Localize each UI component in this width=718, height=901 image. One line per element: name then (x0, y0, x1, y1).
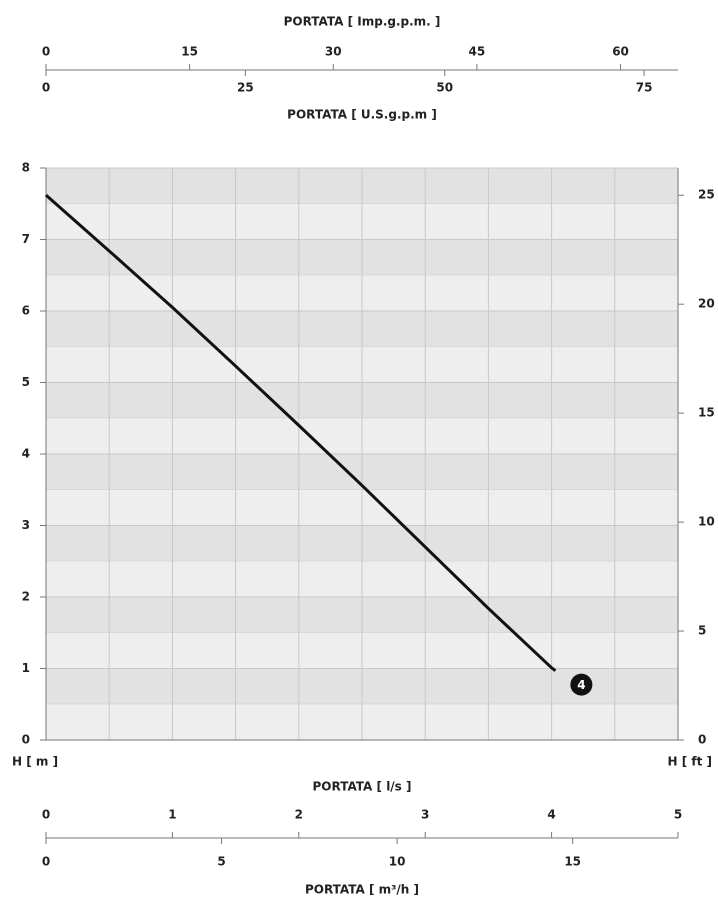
x-tick-label: 25 (237, 81, 254, 95)
y-tick-label: 7 (22, 232, 30, 246)
x-tick-label: 15 (181, 45, 198, 59)
top-axis-title: PORTATA [ Imp.g.p.m. ] (284, 15, 441, 29)
x-tick-label: 0 (42, 855, 50, 869)
x-tick-label: 4 (547, 808, 555, 822)
y-tick-label: 1 (22, 661, 30, 675)
x-tick-label: 5 (674, 808, 682, 822)
x-tick-label: 75 (636, 81, 653, 95)
y-tick-label: 3 (22, 518, 30, 532)
y-tick-label: 2 (22, 590, 30, 604)
x-axis-title: PORTATA [ l/s ] (313, 780, 412, 794)
x-tick-label: 0 (42, 81, 50, 95)
x-tick-label: 0 (42, 808, 50, 822)
y2-axis-title: H [ ft ] (667, 755, 712, 769)
y-tick-label: 6 (22, 304, 30, 318)
curve (45, 194, 557, 672)
x-tick-label: 60 (612, 45, 629, 59)
x-tick-label: 50 (436, 81, 453, 95)
y-tick-label: 8 (22, 161, 30, 175)
y-tick-label: 4 (22, 447, 30, 461)
x-tick-label: 0 (42, 45, 50, 59)
y2-tick-label: 15 (698, 406, 715, 420)
x-tick-label: 30 (325, 45, 342, 59)
x-tick-label: 45 (469, 45, 486, 59)
x-tick-label: 15 (564, 855, 581, 869)
curve-label: 4 (577, 678, 585, 692)
x-tick-label: 10 (389, 855, 406, 869)
y2-tick-label: 20 (698, 297, 715, 311)
y2-tick-label: 5 (698, 624, 706, 638)
y2-tick-label: 10 (698, 515, 715, 529)
curve-badge (570, 673, 593, 696)
top-axis-title: PORTATA [ U.S.g.p.m ] (287, 108, 437, 122)
x-tick-label: 1 (168, 808, 176, 822)
y2-tick-label: 0 (698, 733, 706, 747)
plot-area (46, 168, 678, 741)
x-axis-title: PORTATA [ m³/h ] (305, 883, 419, 897)
y-tick-label: 5 (22, 375, 30, 389)
y-axis-title: H [ m ] (12, 755, 58, 769)
y2-tick-label: 25 (698, 188, 715, 202)
x-tick-label: 3 (421, 808, 429, 822)
x-tick-label: 2 (295, 808, 303, 822)
x-tick-label: 5 (217, 855, 225, 869)
y-tick-label: 0 (22, 733, 30, 747)
